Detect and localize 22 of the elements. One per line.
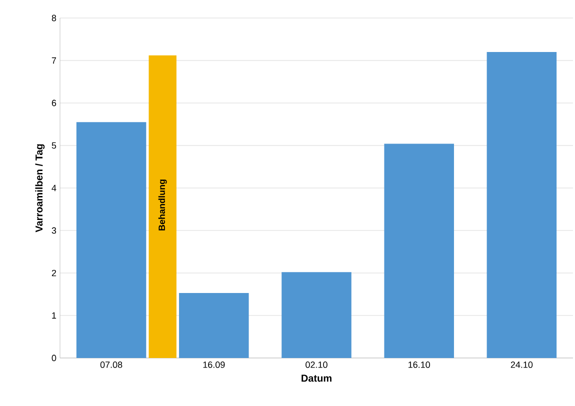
y-tick-label: 3: [52, 227, 56, 234]
y-tick-label: 6: [52, 100, 56, 106]
bar: [486, 52, 557, 358]
y-tick-label: 4: [52, 184, 56, 192]
y-tick-label: 0: [52, 354, 56, 362]
x-tick-label: 16.09: [203, 362, 225, 368]
y-axis-title: Varroamilben / Tag: [35, 144, 45, 232]
x-tick-label: 16.10: [408, 362, 430, 368]
x-tick-label: 07.08: [100, 362, 122, 368]
y-tick-label: 1: [52, 312, 56, 319]
y-tick-label: 8: [52, 14, 56, 22]
x-tick-label: 02.10: [306, 362, 328, 368]
bar: [384, 144, 454, 358]
x-tick-label: 24.10: [510, 362, 533, 368]
bar: [282, 272, 352, 358]
band-label: Behandlung: [158, 180, 167, 230]
y-tick-label: 2: [52, 270, 56, 276]
bar: [76, 122, 146, 358]
y-tick-label: 7: [52, 57, 56, 64]
x-axis-title: Datum: [302, 374, 332, 382]
bar: [179, 292, 249, 358]
y-tick-label: 5: [52, 142, 56, 149]
